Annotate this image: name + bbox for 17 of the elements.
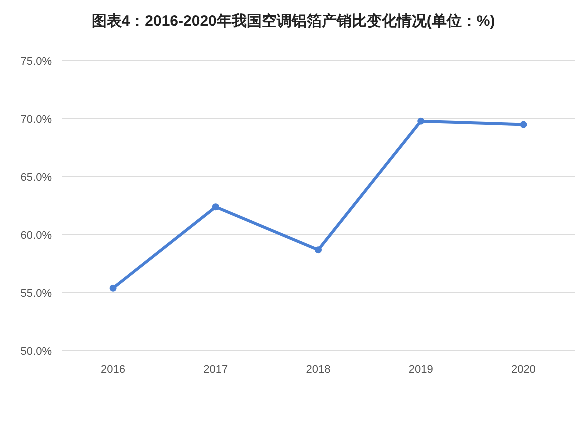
x-tick-label: 2018 — [306, 364, 331, 376]
y-tick-label: 50.0% — [20, 346, 52, 358]
x-tick-label: 2017 — [204, 364, 228, 376]
y-tick-label: 75.0% — [20, 56, 52, 68]
point — [110, 284, 117, 292]
y-tick-label: 60.0% — [20, 230, 52, 242]
x-tick-label: 2019 — [408, 364, 434, 376]
point — [315, 246, 322, 254]
point — [418, 118, 425, 125]
chart-title: 图表4：2016-2020年我国空调铝箔产销比变化情况(单位：%) — [92, 12, 496, 30]
point — [212, 204, 220, 211]
point — [520, 121, 528, 128]
x-tick-label: 2016 — [101, 364, 126, 376]
x-tick-label: 2020 — [511, 364, 536, 376]
y-tick-label: 65.0% — [20, 172, 52, 184]
y-tick-label: 70.0% — [20, 114, 52, 126]
y-tick-label: 55.0% — [20, 288, 52, 300]
